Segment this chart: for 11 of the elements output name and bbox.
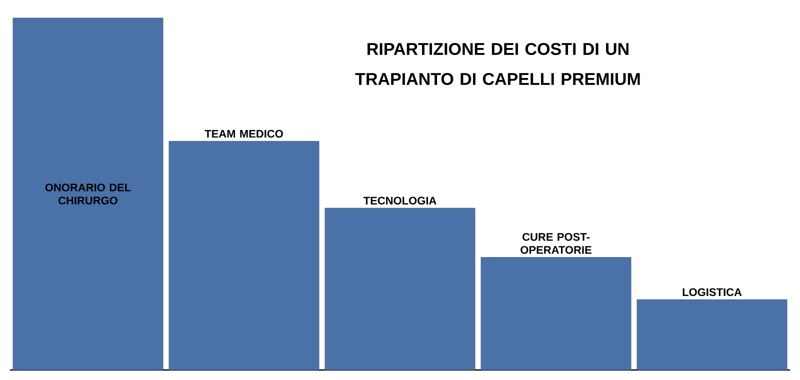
text: RIPARTIZIONE DEI COSTI DI UN TRAPIANTO DI CAPELLI PREMIUM [355,42,640,86]
bar [12,18,164,370]
x-tick-label: ONORARIO DEL CHIRURGO [45,184,131,204]
x-tick-label: CURE POST-OPERATORIE [520,233,592,254]
x-tick-label: TEAM MEDICO [204,130,283,138]
x-tick-label: TECNOLOGIA [363,196,436,205]
bar [636,299,788,370]
x-tick-label: LOGISTICA [682,288,742,296]
bar [480,257,632,370]
bar [324,208,476,370]
bar [168,141,320,370]
